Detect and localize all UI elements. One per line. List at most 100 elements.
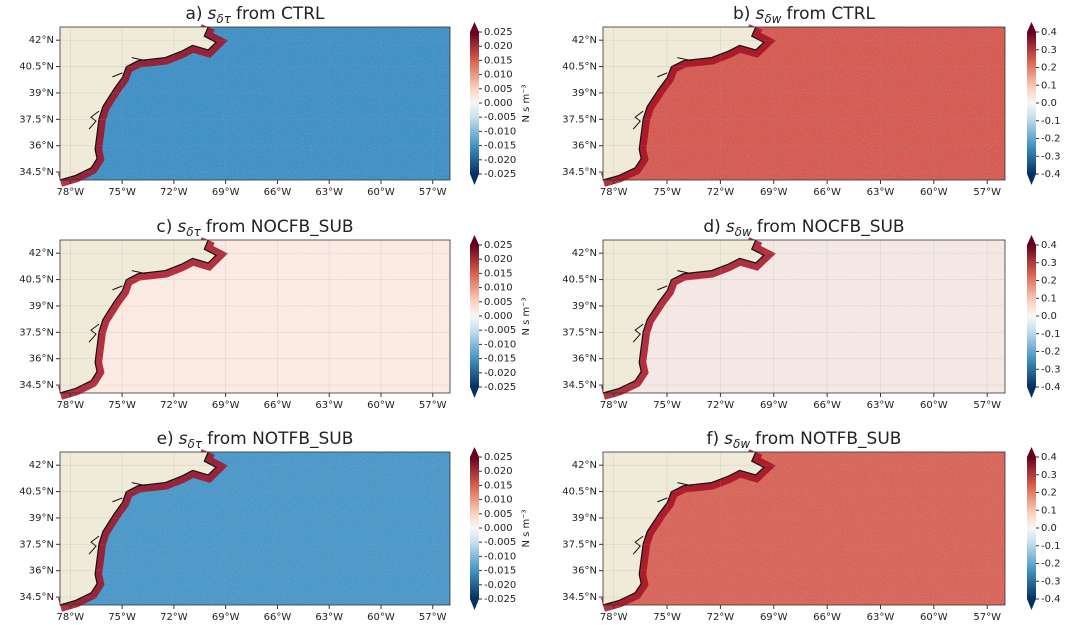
colorbar-label: N s m⁻³	[521, 84, 532, 122]
colorbar-tick-label: 0.2	[1041, 488, 1057, 499]
map-frame	[602, 239, 1006, 394]
variable: s	[726, 217, 735, 237]
lon-tick-label: 63°W	[315, 612, 343, 621]
colorbar-tick-label: -0.015	[484, 141, 516, 152]
colorbar-tick-label: -0.2	[1041, 347, 1061, 358]
estuaries	[88, 482, 146, 555]
lon-tick-label: 75°W	[108, 187, 136, 198]
colorbar-label: N s m⁻³	[521, 509, 532, 547]
lon-tick-label: 75°W	[108, 400, 136, 411]
lat-tick-label: 40.5°N	[19, 62, 54, 73]
lon-tick-label: 78°W	[57, 400, 85, 411]
colorbar-tick-label: 0.4	[1041, 240, 1057, 251]
lat-tick-label: 39°N	[29, 301, 54, 312]
lon-tick-label: 66°W	[264, 187, 292, 198]
lon-tick-label: 72°W	[707, 612, 735, 621]
colorbar-tick-label: -0.3	[1041, 364, 1061, 375]
lon-tick-label: 57°W	[419, 612, 447, 621]
colorbar-extend-max	[1027, 235, 1036, 245]
lon-tick-label: 57°W	[419, 400, 447, 411]
colorbar	[1027, 32, 1036, 174]
colorbar-tick-label: 0.010	[484, 283, 513, 294]
lat-tick-label: 39°N	[572, 513, 597, 524]
panel-title: b) sδw from CTRL	[733, 4, 875, 26]
colorbar-tick-label: 0.025	[484, 452, 513, 463]
estuaries	[632, 482, 692, 555]
lon-tick-label: 75°W	[653, 187, 681, 198]
colorbar-extend-max	[1027, 22, 1036, 32]
lat-tick-label: 37.5°N	[562, 539, 597, 550]
colorbar-tick-label: 0.4	[1041, 27, 1057, 38]
colorbar-tick-label: 0.005	[484, 509, 513, 520]
colorbar-tick-label: 0.4	[1041, 452, 1057, 463]
variable-subscript: δτ	[216, 12, 231, 26]
source: from CTRL	[786, 4, 875, 24]
colorbar-tick-label: 0.025	[484, 240, 513, 251]
lon-tick-label: 69°W	[760, 612, 788, 621]
lat-tick-label: 34.5°N	[19, 167, 54, 178]
lat-tick-label: 37.5°N	[19, 539, 54, 550]
colorbar-tick-label: -0.005	[484, 112, 516, 123]
lat-tick-label: 42°N	[29, 460, 54, 471]
lat-tick-label: 36°N	[572, 141, 597, 152]
variable: s	[179, 429, 188, 449]
map-panel: a) sδτ from CTRL 42°N 40.5°N 39°N 37.5°N 36°N 34…	[19, 4, 532, 198]
lon-tick-label: 75°W	[653, 612, 681, 621]
colorbar	[470, 245, 479, 387]
lat-tick-label: 40.5°N	[562, 275, 597, 286]
coastline	[59, 451, 218, 606]
map-frame	[59, 26, 451, 181]
source: from NOTFB_SUB	[207, 429, 353, 449]
lat-tick-label: 34.5°N	[562, 380, 597, 391]
colorbar-tick-label: 0.015	[484, 55, 513, 66]
colorbar-tick-label: -0.1	[1041, 329, 1061, 340]
lat-tick-label: 39°N	[29, 513, 54, 524]
colorbar-tick-label: 0.0	[1041, 98, 1057, 109]
colorbar	[1027, 457, 1036, 599]
colorbar-tick-label: 0.005	[484, 84, 513, 95]
panel-label: b)	[733, 4, 750, 24]
lon-tick-label: 57°W	[973, 187, 1001, 198]
lon-tick-label: 78°W	[600, 400, 628, 411]
land	[603, 240, 764, 393]
panel-label: a)	[185, 4, 202, 24]
lon-tick-label: 69°W	[212, 612, 240, 621]
lat-tick-label: 39°N	[572, 88, 597, 99]
colorbar-tick-label: 0.2	[1041, 63, 1057, 74]
colorbar-tick-label: -0.005	[484, 537, 516, 548]
lat-tick-label: 37.5°N	[562, 114, 597, 125]
variable: s	[177, 217, 186, 237]
variable-subscript: δτ	[188, 437, 203, 451]
lat-tick-label: 37.5°N	[19, 327, 54, 338]
lat-tick-label: 39°N	[29, 88, 54, 99]
coastline	[602, 451, 765, 606]
variable-subscript: δw	[735, 225, 752, 239]
colorbar-tick-label: 0.025	[484, 27, 513, 38]
map-frame	[602, 26, 1006, 181]
map-panel: f) sδw from NOTFB_SUB 42°N 40.5°N 39°N 37.5°N 3…	[562, 429, 1060, 623]
lat-tick-label: 36°N	[29, 141, 54, 152]
colorbar	[1027, 245, 1036, 387]
lat-tick-label: 36°N	[29, 354, 54, 365]
lon-tick-label: 69°W	[212, 187, 240, 198]
lon-tick-label: 72°W	[160, 400, 188, 411]
lon-tick-label: 63°W	[315, 187, 343, 198]
colorbar-extend-max	[470, 447, 479, 457]
colorbar-tick-label: 0.1	[1041, 80, 1057, 91]
variable: s	[208, 4, 217, 24]
colorbar-tick-label: 0.0	[1041, 311, 1057, 322]
colorbar-tick-label: 0.0	[1041, 523, 1057, 534]
lon-tick-label: 69°W	[212, 400, 240, 411]
lon-tick-label: 72°W	[707, 187, 735, 198]
lon-tick-label: 63°W	[867, 400, 895, 411]
lat-tick-label: 42°N	[572, 460, 597, 471]
map-panel: e) sδτ from NOTFB_SUB 42°N 40.5°N 39°N 37.5°N 3…	[19, 429, 532, 623]
lat-tick-label: 34.5°N	[562, 167, 597, 178]
panel-title: e) sδτ from NOTFB_SUB	[157, 429, 354, 451]
lon-tick-label: 75°W	[653, 400, 681, 411]
estuaries	[632, 57, 692, 130]
variable-subscript: δτ	[186, 225, 201, 239]
lon-tick-label: 63°W	[315, 400, 343, 411]
colorbar-tick-label: 0.020	[484, 466, 513, 477]
